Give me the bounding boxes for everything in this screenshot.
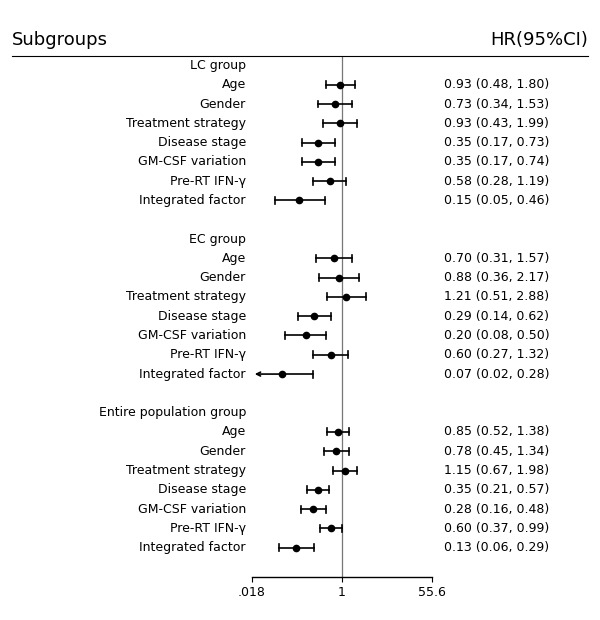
Text: 0.60 (0.27, 1.32): 0.60 (0.27, 1.32): [444, 348, 549, 361]
Text: 0.93 (0.48, 1.80): 0.93 (0.48, 1.80): [444, 78, 549, 91]
Text: Gender: Gender: [200, 97, 246, 110]
Text: 0.13 (0.06, 0.29): 0.13 (0.06, 0.29): [444, 541, 549, 554]
Text: 0.85 (0.52, 1.38): 0.85 (0.52, 1.38): [444, 425, 550, 438]
Text: GM-CSF variation: GM-CSF variation: [138, 503, 246, 516]
Text: 0.58 (0.28, 1.19): 0.58 (0.28, 1.19): [444, 175, 549, 188]
Text: GM-CSF variation: GM-CSF variation: [138, 156, 246, 169]
Text: 0.70 (0.31, 1.57): 0.70 (0.31, 1.57): [444, 252, 550, 265]
Text: Treatment strategy: Treatment strategy: [126, 117, 246, 130]
Text: LC group: LC group: [190, 59, 246, 72]
Text: 1.21 (0.51, 2.88): 1.21 (0.51, 2.88): [444, 290, 549, 303]
Text: 0.29 (0.14, 0.62): 0.29 (0.14, 0.62): [444, 310, 549, 322]
Text: 0.88 (0.36, 2.17): 0.88 (0.36, 2.17): [444, 271, 549, 284]
Text: Entire population group: Entire population group: [98, 406, 246, 419]
Text: 0.35 (0.17, 0.74): 0.35 (0.17, 0.74): [444, 156, 550, 169]
Text: 0.73 (0.34, 1.53): 0.73 (0.34, 1.53): [444, 97, 549, 110]
Text: Integrated factor: Integrated factor: [139, 194, 246, 207]
Text: Gender: Gender: [200, 271, 246, 284]
Text: Pre-RT IFN-γ: Pre-RT IFN-γ: [170, 348, 246, 361]
Text: Disease stage: Disease stage: [158, 484, 246, 496]
Text: Age: Age: [222, 78, 246, 91]
Text: 0.15 (0.05, 0.46): 0.15 (0.05, 0.46): [444, 194, 550, 207]
Text: Treatment strategy: Treatment strategy: [126, 290, 246, 303]
Text: Subgroups: Subgroups: [12, 31, 108, 49]
Text: EC group: EC group: [189, 232, 246, 246]
Text: 0.78 (0.45, 1.34): 0.78 (0.45, 1.34): [444, 445, 549, 458]
Text: 0.20 (0.08, 0.50): 0.20 (0.08, 0.50): [444, 329, 550, 342]
Text: Pre-RT IFN-γ: Pre-RT IFN-γ: [170, 175, 246, 188]
Text: Treatment strategy: Treatment strategy: [126, 464, 246, 477]
Text: Age: Age: [222, 425, 246, 438]
Text: 0.60 (0.37, 0.99): 0.60 (0.37, 0.99): [444, 522, 549, 535]
Text: 0.35 (0.17, 0.73): 0.35 (0.17, 0.73): [444, 136, 550, 149]
Text: GM-CSF variation: GM-CSF variation: [138, 329, 246, 342]
Text: Gender: Gender: [200, 445, 246, 458]
Text: 0.28 (0.16, 0.48): 0.28 (0.16, 0.48): [444, 503, 549, 516]
Text: 0.93 (0.43, 1.99): 0.93 (0.43, 1.99): [444, 117, 549, 130]
Text: HR(95%CI): HR(95%CI): [490, 31, 588, 49]
Text: Pre-RT IFN-γ: Pre-RT IFN-γ: [170, 522, 246, 535]
Text: 1.15 (0.67, 1.98): 1.15 (0.67, 1.98): [444, 464, 549, 477]
Text: Disease stage: Disease stage: [158, 136, 246, 149]
Text: Integrated factor: Integrated factor: [139, 541, 246, 554]
Text: 0.07 (0.02, 0.28): 0.07 (0.02, 0.28): [444, 368, 550, 381]
Text: Integrated factor: Integrated factor: [139, 368, 246, 381]
Text: 0.35 (0.21, 0.57): 0.35 (0.21, 0.57): [444, 484, 550, 496]
Text: Age: Age: [222, 252, 246, 265]
Text: Disease stage: Disease stage: [158, 310, 246, 322]
